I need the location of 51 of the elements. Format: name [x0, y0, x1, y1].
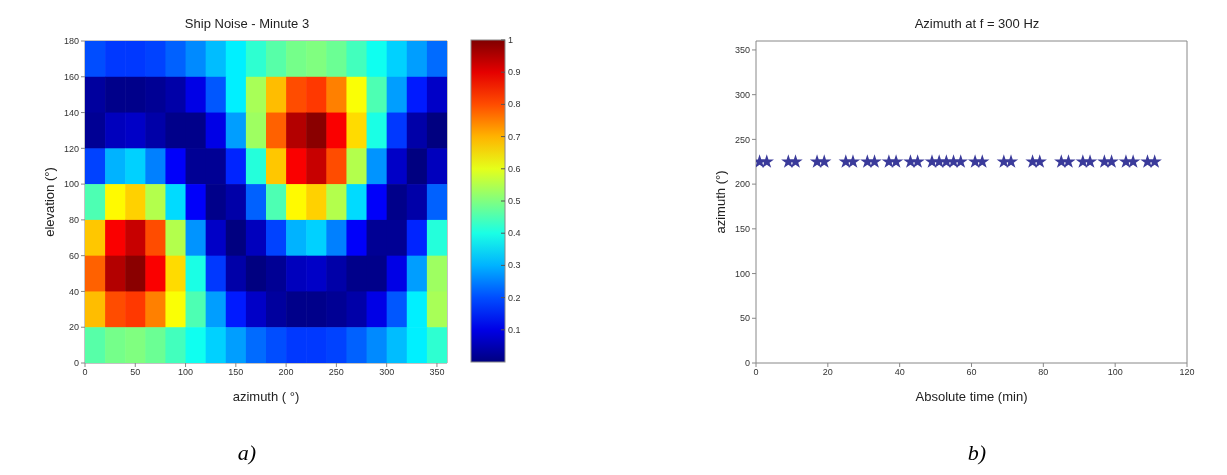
y-tick-label: 0 — [73, 358, 79, 369]
x-tick-label: 60 — [966, 367, 977, 378]
y-tick-label: 250 — [734, 134, 750, 145]
y-tick-label: 300 — [734, 89, 750, 100]
text: b) — [966, 440, 988, 466]
color-bar-label: 0.7 — [508, 131, 521, 142]
x-tick-label: 20 — [822, 367, 833, 378]
x-tick-label: 150 — [228, 367, 244, 378]
color-bar-label: 0.1 — [508, 324, 521, 335]
x-axis-title: Absolute time (min) — [915, 389, 1028, 404]
chart-title: Azimuth at f = 300 Hz — [913, 16, 1041, 31]
y-axis-title: azimuth (°) — [712, 170, 728, 234]
x-tick-label: 350 — [429, 367, 445, 378]
x-axis-title: azimuth ( °) — [232, 389, 300, 404]
y-tick-label: 60 — [68, 250, 79, 261]
color-bar-label: 1 — [508, 35, 514, 45]
y-tick-label: 120 — [63, 143, 79, 154]
x-tick-label: 50 — [130, 367, 141, 378]
y-tick-label: 140 — [63, 107, 79, 118]
y-tick-label: 20 — [68, 322, 79, 333]
y-tick-label: 350 — [734, 45, 750, 56]
chart-title: Ship Noise - Minute 3 — [183, 16, 311, 31]
y-tick-label: 100 — [734, 268, 750, 279]
color-bar-label: 0.5 — [508, 196, 521, 206]
text: a) — [236, 440, 258, 466]
x-tick-label: 100 — [178, 367, 194, 378]
x-tick-label: 200 — [278, 367, 294, 378]
y-tick-label: 180 — [63, 36, 79, 47]
x-tick-label: 300 — [379, 367, 395, 378]
color-bar-label: 0.2 — [508, 292, 521, 303]
y-tick-label: 150 — [734, 224, 750, 235]
y-tick-label: 200 — [734, 179, 750, 190]
color-bar-label: 0.4 — [508, 228, 521, 239]
y-tick-label: 40 — [68, 286, 79, 297]
color-bar-label: 0.6 — [508, 163, 521, 174]
y-tick-label: 160 — [63, 71, 79, 82]
color-bar-label: 0.3 — [508, 260, 521, 271]
y-tick-label: 50 — [739, 313, 750, 324]
color-bar-label: 0.8 — [508, 99, 521, 110]
y-tick-label: 0 — [744, 358, 750, 369]
y-tick-label: 80 — [68, 215, 79, 226]
y-axis-title: elevation (°) — [41, 167, 57, 237]
color-bar-label: 0.9 — [508, 67, 521, 78]
x-tick-label: 120 — [1179, 367, 1195, 378]
x-tick-label: 0 — [82, 367, 88, 378]
x-tick-label: 0 — [753, 367, 759, 378]
y-tick-label: 100 — [63, 179, 79, 190]
x-tick-label: 250 — [328, 367, 344, 378]
x-tick-label: 40 — [894, 367, 905, 378]
x-tick-label: 100 — [1107, 367, 1123, 378]
x-tick-label: 80 — [1038, 367, 1049, 378]
